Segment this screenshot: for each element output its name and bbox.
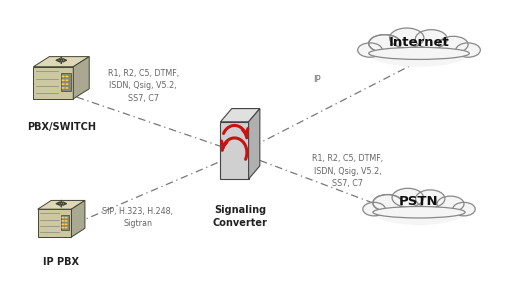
Ellipse shape: [415, 30, 447, 48]
Polygon shape: [38, 209, 72, 237]
Circle shape: [64, 227, 67, 229]
Ellipse shape: [363, 202, 385, 216]
Ellipse shape: [456, 43, 480, 57]
Text: PBX/SWITCH: PBX/SWITCH: [27, 122, 96, 132]
Text: IP: IP: [313, 75, 320, 84]
Circle shape: [64, 220, 67, 222]
Text: Signaling
Converter: Signaling Converter: [213, 205, 268, 228]
Circle shape: [65, 87, 68, 89]
Ellipse shape: [367, 36, 471, 67]
Circle shape: [64, 217, 67, 218]
Circle shape: [62, 83, 65, 85]
Polygon shape: [61, 73, 71, 91]
Ellipse shape: [369, 47, 469, 59]
Ellipse shape: [389, 28, 424, 48]
Polygon shape: [248, 109, 260, 179]
Ellipse shape: [392, 188, 424, 207]
Ellipse shape: [415, 190, 445, 207]
Ellipse shape: [437, 196, 464, 212]
Circle shape: [62, 79, 65, 81]
Text: PSTN: PSTN: [399, 196, 439, 208]
Ellipse shape: [438, 36, 468, 53]
Polygon shape: [33, 67, 73, 99]
Text: IP PBX: IP PBX: [43, 257, 79, 267]
Text: R1, R2, C5, DTMF,
ISDN, Qsig, V5.2,
SS7, C7: R1, R2, C5, DTMF, ISDN, Qsig, V5.2, SS7,…: [107, 69, 179, 103]
Circle shape: [64, 223, 67, 225]
Polygon shape: [221, 109, 260, 122]
Circle shape: [62, 87, 65, 89]
Text: R1, R2, C5, DTMF,
ISDN, Qsig, V5.2,
SS7, C7: R1, R2, C5, DTMF, ISDN, Qsig, V5.2, SS7,…: [312, 154, 383, 188]
Circle shape: [65, 76, 68, 77]
Text: SIP, H.323, H.248,
Sigtran: SIP, H.323, H.248, Sigtran: [103, 207, 173, 228]
Polygon shape: [72, 200, 85, 237]
Circle shape: [61, 217, 64, 218]
Polygon shape: [221, 122, 248, 179]
Text: Internet: Internet: [389, 36, 449, 49]
Ellipse shape: [358, 43, 382, 57]
Polygon shape: [33, 57, 89, 67]
Ellipse shape: [453, 202, 475, 216]
Polygon shape: [38, 200, 85, 209]
Circle shape: [61, 223, 64, 225]
Ellipse shape: [369, 35, 401, 52]
Circle shape: [65, 79, 68, 81]
Ellipse shape: [373, 207, 465, 218]
Circle shape: [61, 220, 64, 222]
Ellipse shape: [373, 195, 402, 211]
Circle shape: [65, 83, 68, 85]
Polygon shape: [61, 215, 69, 230]
Polygon shape: [73, 57, 89, 99]
Circle shape: [62, 76, 65, 77]
Ellipse shape: [371, 196, 467, 225]
Circle shape: [61, 227, 64, 229]
